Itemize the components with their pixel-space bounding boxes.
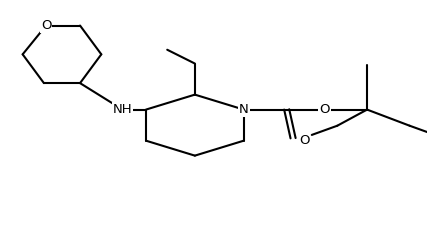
- Text: O: O: [319, 103, 330, 116]
- Text: O: O: [41, 19, 51, 32]
- Text: N: N: [239, 103, 249, 116]
- Text: NH: NH: [113, 103, 132, 116]
- Text: O: O: [299, 134, 309, 147]
